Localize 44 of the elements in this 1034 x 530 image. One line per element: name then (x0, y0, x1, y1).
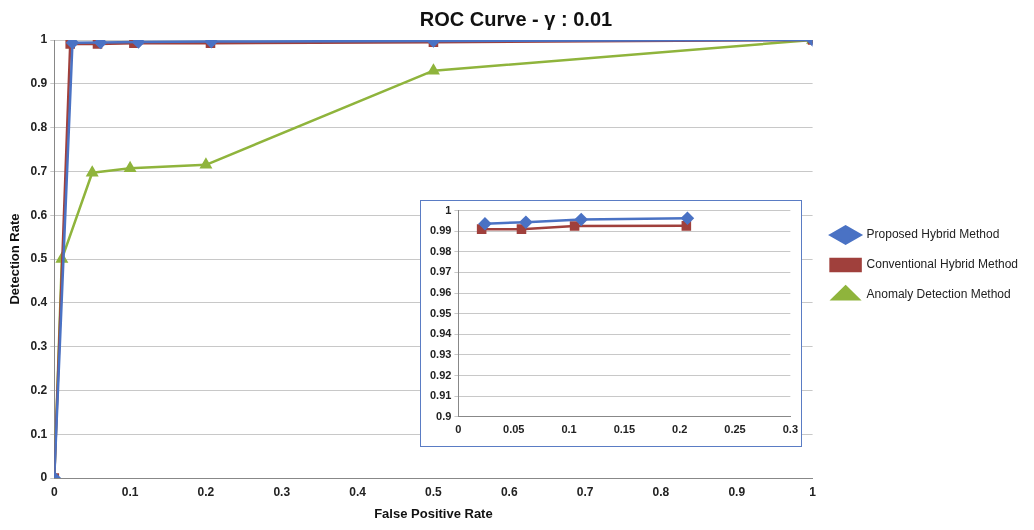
y-tick-label: 0.5 (30, 251, 48, 266)
x-tick-label: 0 (50, 484, 58, 499)
x-tick-label: 0.1 (121, 484, 139, 499)
x-tick-label: 0.05 (503, 423, 525, 436)
y-tick-label: 0.2 (30, 382, 48, 397)
y-tick-label: 0.6 (30, 207, 48, 222)
legend-label: Conventional Hybrid Method (866, 257, 1018, 272)
y-tick-label: 1 (40, 32, 48, 47)
y-tick-label: 0.91 (429, 389, 452, 402)
y-tick-label: 0.9 (30, 76, 48, 91)
x-tick-label: 0.15 (613, 423, 636, 436)
y-tick-label: 0.95 (429, 306, 452, 319)
y-tick-label: 0.99 (429, 224, 452, 237)
x-tick-label: 0.25 (724, 423, 746, 436)
legend-label: Anomaly Detection Method (866, 287, 1011, 302)
y-tick-label: 1 (445, 203, 452, 216)
y-tick-label: 0.98 (429, 244, 452, 257)
x-tick-label: 0.3 (273, 484, 291, 499)
x-tick-label: 0.7 (576, 484, 594, 499)
y-tick-label: 0.97 (429, 265, 452, 278)
x-tick-label: 0.9 (728, 484, 746, 499)
y-tick-label: 0.9 (436, 409, 452, 422)
x-tick-label: 0.1 (561, 423, 577, 436)
x-tick-label: 0.2 (197, 484, 215, 499)
y-tick-label: 0.8 (30, 119, 48, 134)
y-tick-label: 0.94 (429, 327, 453, 340)
x-tick-label: 0.6 (500, 484, 518, 499)
y-tick-label: 0 (40, 470, 48, 485)
y-tick-label: 0.93 (429, 347, 452, 360)
y-tick-label: 0.4 (30, 295, 48, 310)
x-tick-label: 0.4 (349, 484, 367, 499)
chart-title: ROC Curve - γ : 0.01 (419, 7, 613, 30)
x-tick-label: 0 (455, 423, 462, 436)
y-axis-title: Detection Rate (7, 213, 23, 305)
x-axis-title: False Positive Rate (374, 505, 493, 521)
x-tick-label: 0.2 (672, 423, 688, 436)
x-tick-label: 1 (809, 484, 817, 499)
x-tick-label: 0.3 (782, 423, 798, 436)
y-tick-label: 0.7 (30, 163, 48, 178)
x-tick-label: 0.8 (652, 484, 670, 499)
y-tick-label: 0.92 (429, 368, 452, 381)
y-tick-label: 0.96 (429, 286, 452, 299)
y-tick-label: 0.3 (30, 338, 48, 353)
legend-label: Proposed Hybrid Method (866, 227, 1000, 242)
